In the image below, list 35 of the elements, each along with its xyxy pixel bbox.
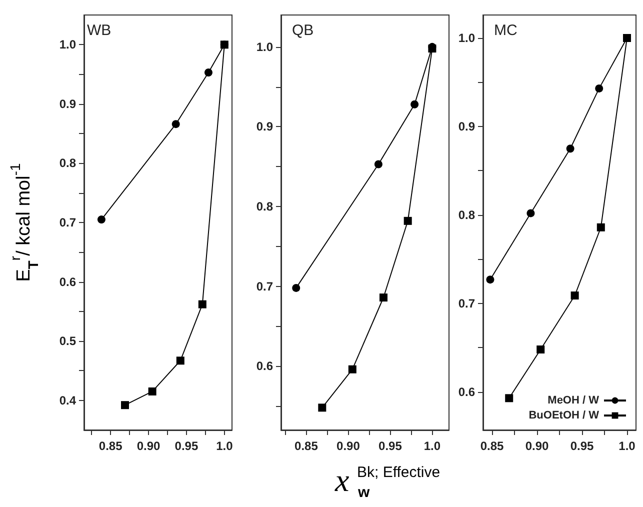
x-tick-label: 0.95 (378, 439, 402, 453)
legend-label: MeOH / W (548, 394, 600, 406)
x-tick-label: 0.85 (294, 439, 318, 453)
text: WB (87, 22, 112, 39)
y-tick-label: 0.4 (59, 393, 76, 408)
y-tick-label: 0.7 (458, 296, 476, 310)
x-tick-label: 0.95 (570, 439, 594, 453)
y-tick-label: 0.8 (458, 208, 476, 222)
x-tick-label: 0.90 (136, 439, 161, 453)
y-tick-label: 0.9 (458, 119, 476, 134)
legend-label: BuOEtOH / W (528, 410, 600, 422)
y-tick-label: 1.0 (256, 40, 274, 54)
x-tick-label: 1.0 (216, 439, 234, 453)
y-tick-label: 0.8 (59, 156, 76, 170)
x-tick-label: 0.90 (336, 439, 360, 453)
y-tick-label: 0.8 (256, 200, 274, 214)
y-tick-label: 0.5 (59, 334, 76, 348)
y-tick-label: 0.7 (59, 216, 76, 230)
x-tick-label: 0.95 (174, 439, 198, 453)
x-tick-label: 0.90 (525, 439, 549, 453)
y-tick-label: 1.0 (59, 38, 76, 52)
text: MC (494, 22, 518, 39)
y-tick-label: 0.9 (59, 96, 76, 111)
y-tick-label: 0.6 (59, 274, 76, 289)
text: QB (292, 22, 314, 39)
y-tick-label: 0.7 (256, 279, 274, 294)
x-tick-label: 1.0 (618, 439, 636, 453)
y-tick-label: 0.6 (256, 359, 274, 374)
y-tick-label: 1.0 (458, 31, 476, 46)
x-tick-label: 0.85 (98, 439, 123, 453)
y-tick-label: 0.9 (256, 120, 274, 134)
x-tick-label: 0.85 (480, 439, 504, 453)
y-tick-label: 0.6 (458, 384, 476, 399)
y-axis-title: ETr/ kcal mol-1 (7, 163, 41, 282)
x-tick-label: 1.0 (424, 439, 441, 453)
